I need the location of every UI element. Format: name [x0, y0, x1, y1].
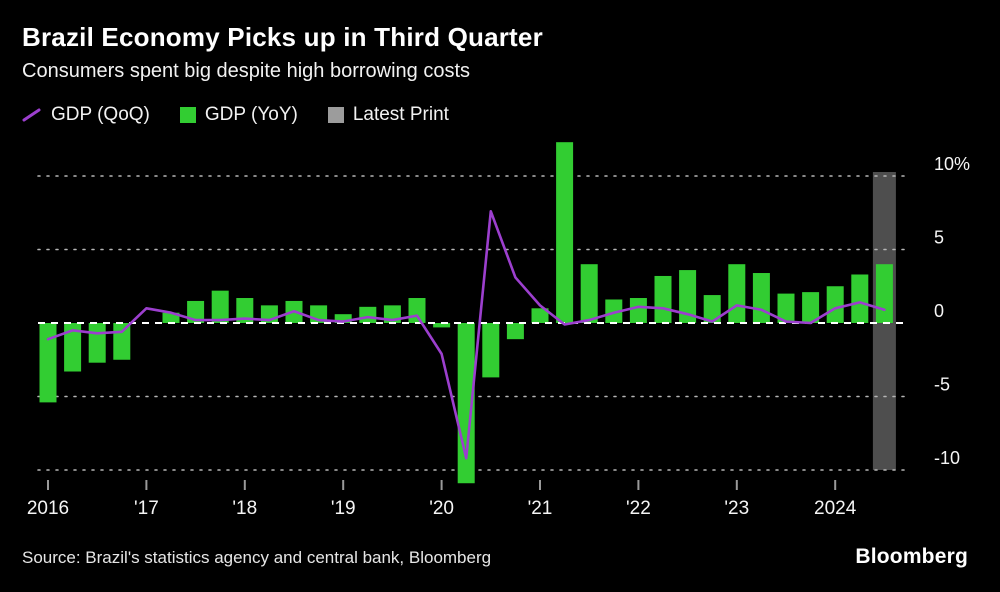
y-axis-label: 0 — [934, 301, 944, 321]
bloomberg-logo: Bloomberg — [855, 545, 968, 568]
gdp-yoy-bar — [211, 290, 229, 323]
y-axis-label: -10 — [934, 448, 960, 468]
gdp-yoy-bar — [802, 292, 820, 323]
gdp-yoy-bar — [728, 264, 746, 323]
gdp-qoq-line — [46, 209, 886, 460]
y-axis-label: 5 — [934, 228, 944, 248]
page-title: Brazil Economy Picks up in Third Quarter — [22, 22, 543, 52]
x-axis-label: '18 — [232, 498, 257, 519]
gdp-yoy-swatch — [179, 107, 196, 123]
gdp-yoy-bar — [851, 274, 869, 323]
gdp-yoy-bar — [777, 293, 795, 323]
page-subtitle: Consumers spent big despite high borrowi… — [22, 60, 471, 82]
gdp-yoy-bar — [236, 298, 254, 323]
gdp-yoy-bar — [359, 306, 377, 323]
gdp-yoy-bar — [162, 312, 180, 323]
x-axis-label: '17 — [134, 498, 159, 519]
gdp-qoq-swatch-stroke — [22, 108, 41, 122]
gdp-yoy-bar — [506, 323, 524, 340]
legend-item-latest-print: Latest Print — [327, 104, 449, 126]
gdp-yoy-bar — [679, 270, 697, 323]
legend: GDP (QoQ) GDP (YoY) Latest Print — [22, 104, 449, 126]
gdp-yoy-bar — [580, 264, 598, 323]
gdp-yoy-bar — [64, 323, 82, 372]
x-axis-label: '23 — [724, 498, 749, 519]
gdp-yoy-bar — [408, 298, 426, 323]
gdp-yoy-bar — [556, 142, 574, 323]
x-axis-label: '21 — [528, 498, 553, 519]
gdp-yoy-bar — [334, 314, 352, 323]
legend-label-latest-print: Latest Print — [352, 104, 449, 125]
gdp-yoy-bar — [826, 286, 844, 323]
legend-item-gdp-qoq: GDP (QoQ) — [22, 104, 150, 126]
legend-label-gdp-qoq: GDP (QoQ) — [51, 104, 150, 125]
legend-label-gdp-yoy: GDP (YoY) — [204, 104, 298, 125]
x-axis-label: '19 — [331, 498, 356, 519]
gdp-yoy-bar — [39, 323, 57, 403]
x-axis-label: '20 — [429, 498, 454, 519]
x-axis-label: 2016 — [27, 498, 69, 519]
gdp-yoy-bar — [703, 295, 721, 323]
gdp-yoy-bar — [482, 323, 500, 378]
gdp-chart: 10% 5 0 -5 -10 2016 '17 '18 '19 '20 '21 '22 '23 2024 — [27, 142, 970, 519]
gdp-yoy-bar — [654, 275, 672, 323]
gdp-yoy-bar — [605, 299, 623, 323]
gdp-yoy-bar — [875, 264, 893, 323]
gdp-qoq-swatch — [22, 108, 41, 122]
latest-print-swatch — [327, 107, 344, 123]
legend-item-gdp-yoy: GDP (YoY) — [179, 104, 298, 126]
x-axis-label: 2024 — [814, 498, 857, 519]
y-axis-label: -5 — [934, 375, 950, 395]
gdp-yoy-bar — [433, 323, 451, 328]
gdp-yoy-bar — [113, 323, 131, 360]
source-note: Source: Brazil's statistics agency and c… — [22, 548, 492, 567]
gdp-yoy-bar — [88, 323, 106, 363]
y-axis-label: 10% — [934, 154, 970, 174]
x-axis-label: '22 — [626, 498, 651, 519]
gdp-yoy-bar — [531, 308, 549, 323]
gdp-yoy-bar — [752, 273, 770, 323]
gdp-yoy-bar — [629, 298, 647, 323]
